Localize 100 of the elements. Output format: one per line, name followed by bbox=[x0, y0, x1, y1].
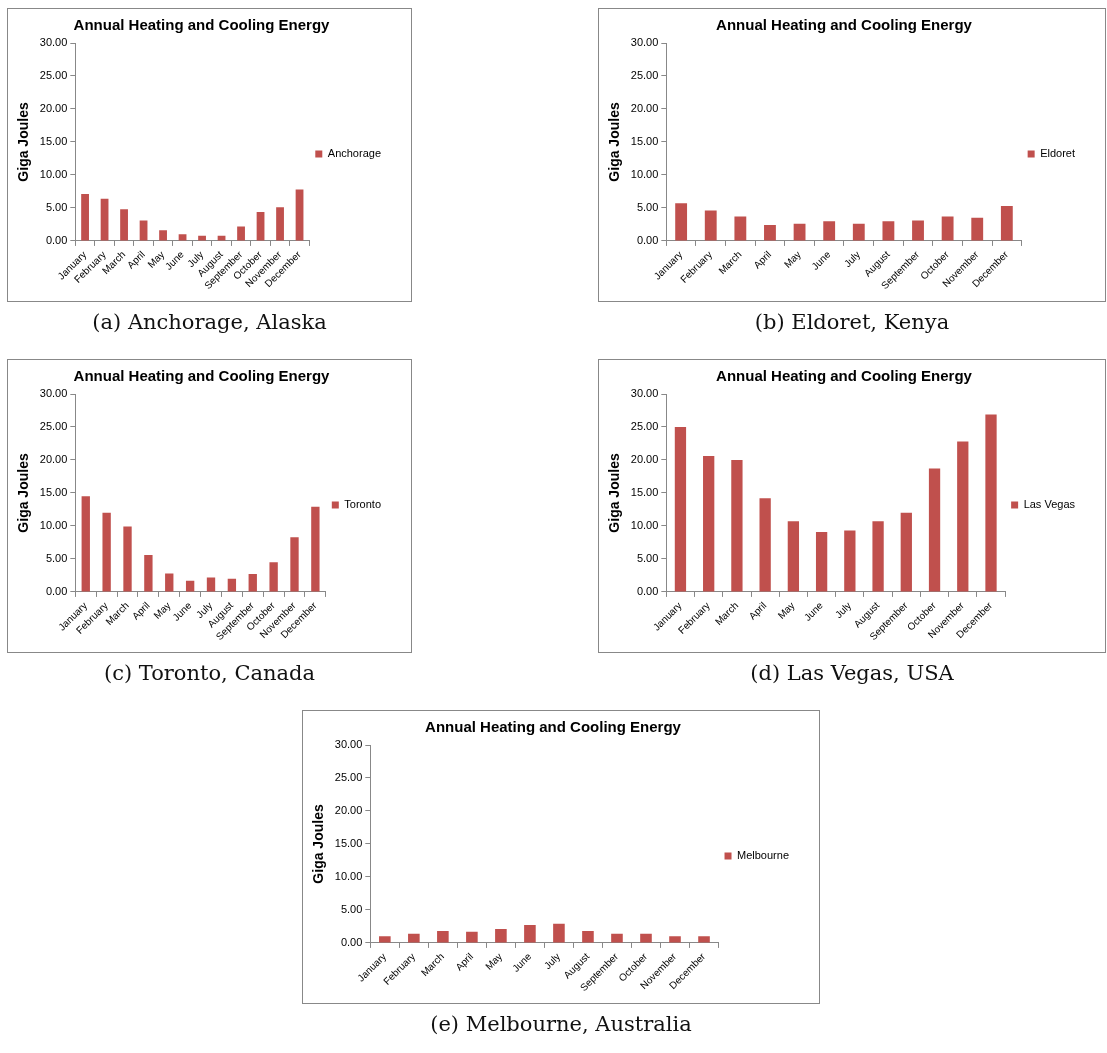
text: (c) Toronto, Canada bbox=[102, 661, 317, 685]
y-tick-label: 30.00 bbox=[334, 738, 363, 751]
y-tick-label: 15.00 bbox=[39, 485, 68, 498]
bar bbox=[872, 521, 884, 592]
x-tick-label: May bbox=[775, 599, 797, 621]
bar bbox=[941, 216, 954, 241]
y-tick-label: 20.00 bbox=[630, 102, 659, 115]
x-tick-label: May bbox=[151, 599, 173, 621]
legend-label: Melbourne bbox=[737, 849, 790, 862]
bar bbox=[703, 456, 715, 592]
bar bbox=[852, 223, 865, 241]
y-tick-label: 0.00 bbox=[636, 233, 659, 246]
bar bbox=[698, 936, 710, 943]
y-tick-label: 25.00 bbox=[630, 69, 659, 82]
bar bbox=[669, 936, 681, 943]
y-tick-label: 15.00 bbox=[334, 836, 363, 849]
bar bbox=[815, 531, 828, 592]
bar bbox=[731, 459, 743, 592]
y-tick-label: 20.00 bbox=[334, 804, 363, 817]
y-tick-label: 10.00 bbox=[39, 167, 68, 180]
bar bbox=[408, 933, 420, 943]
bar bbox=[123, 526, 132, 592]
bar bbox=[882, 221, 895, 241]
bar bbox=[495, 929, 507, 943]
bar bbox=[957, 441, 969, 592]
bar bbox=[237, 226, 245, 241]
y-tick-label: 25.00 bbox=[39, 420, 68, 433]
bar bbox=[823, 221, 836, 241]
y-tick-label: 20.00 bbox=[39, 102, 68, 115]
text: (d) Las Vegas, USA bbox=[749, 661, 955, 685]
legend-label: Toronto bbox=[344, 498, 382, 511]
bar bbox=[900, 512, 912, 592]
y-tick-label: 10.00 bbox=[630, 167, 659, 180]
y-tick-label: 15.00 bbox=[39, 134, 68, 147]
y-tick-label: 0.00 bbox=[636, 584, 659, 597]
y-axis-title: Giga Joules bbox=[15, 102, 32, 182]
chart-title: Annual Heating and Cooling Energy bbox=[73, 16, 331, 34]
bar bbox=[269, 562, 278, 592]
bar bbox=[640, 933, 652, 943]
bar bbox=[553, 923, 565, 943]
y-tick-label: 20.00 bbox=[39, 453, 68, 466]
y-axis-title: Giga Joules bbox=[606, 102, 623, 182]
chart-title: Annual Heating and Cooling Energy bbox=[716, 367, 973, 385]
bar bbox=[928, 468, 941, 592]
y-tick-label: 20.00 bbox=[630, 453, 659, 466]
y-axis-title: Giga Joules bbox=[310, 804, 327, 884]
bar bbox=[466, 931, 478, 943]
y-tick-label: 5.00 bbox=[636, 200, 659, 213]
bar bbox=[912, 220, 924, 241]
legend-label: Anchorage bbox=[327, 147, 382, 160]
bar bbox=[81, 496, 90, 592]
y-tick-label: 0.00 bbox=[340, 935, 363, 948]
bar bbox=[759, 498, 771, 592]
bar bbox=[985, 414, 997, 592]
bar bbox=[675, 203, 688, 241]
y-tick-label: 5.00 bbox=[340, 902, 363, 915]
legend-label: Las Vegas bbox=[1023, 498, 1076, 511]
bar bbox=[295, 189, 304, 241]
y-tick-label: 25.00 bbox=[630, 420, 659, 433]
bar bbox=[844, 530, 856, 592]
y-tick-label: 0.00 bbox=[45, 584, 68, 597]
text: (e) Melbourne, Australia bbox=[429, 1012, 693, 1036]
y-tick-label: 10.00 bbox=[334, 869, 363, 882]
bar bbox=[734, 216, 747, 241]
legend-label: Eldoret bbox=[1040, 147, 1076, 160]
bar bbox=[144, 554, 153, 592]
bar bbox=[185, 580, 195, 592]
y-tick-label: 15.00 bbox=[630, 134, 659, 147]
x-tick-label: May bbox=[781, 248, 803, 270]
y-tick-label: 30.00 bbox=[630, 387, 659, 400]
bar bbox=[276, 207, 284, 241]
bar bbox=[1000, 205, 1013, 241]
chart-title: Annual Heating and Cooling Energy bbox=[425, 718, 682, 736]
y-tick-label: 10.00 bbox=[630, 518, 659, 531]
bar bbox=[764, 225, 776, 241]
bar bbox=[379, 936, 391, 943]
bar bbox=[139, 220, 148, 241]
text: (b) Eldoret, Kenya bbox=[753, 310, 951, 334]
y-tick-label: 30.00 bbox=[39, 387, 68, 400]
bar bbox=[206, 577, 216, 592]
x-tick-label: July bbox=[541, 950, 563, 972]
y-tick-label: 25.00 bbox=[39, 69, 68, 82]
chart-title: Annual Heating and Cooling Energy bbox=[716, 16, 973, 34]
y-tick-label: 30.00 bbox=[39, 36, 68, 49]
bar bbox=[524, 925, 536, 943]
y-tick-label: 30.00 bbox=[630, 36, 659, 49]
y-tick-label: 5.00 bbox=[636, 551, 659, 564]
bar bbox=[674, 426, 687, 592]
x-tick-label: July bbox=[841, 248, 863, 270]
x-tick-label: May bbox=[483, 950, 505, 972]
y-tick-label: 0.00 bbox=[45, 233, 68, 246]
bar bbox=[81, 194, 89, 241]
text: (a) Anchorage, Alaska bbox=[91, 310, 328, 334]
y-tick-label: 25.00 bbox=[334, 771, 363, 784]
bar bbox=[611, 933, 623, 943]
bar bbox=[159, 230, 167, 241]
bar bbox=[290, 537, 299, 592]
bar bbox=[787, 521, 800, 592]
x-tick-label: July bbox=[832, 599, 854, 621]
bar bbox=[102, 512, 111, 592]
